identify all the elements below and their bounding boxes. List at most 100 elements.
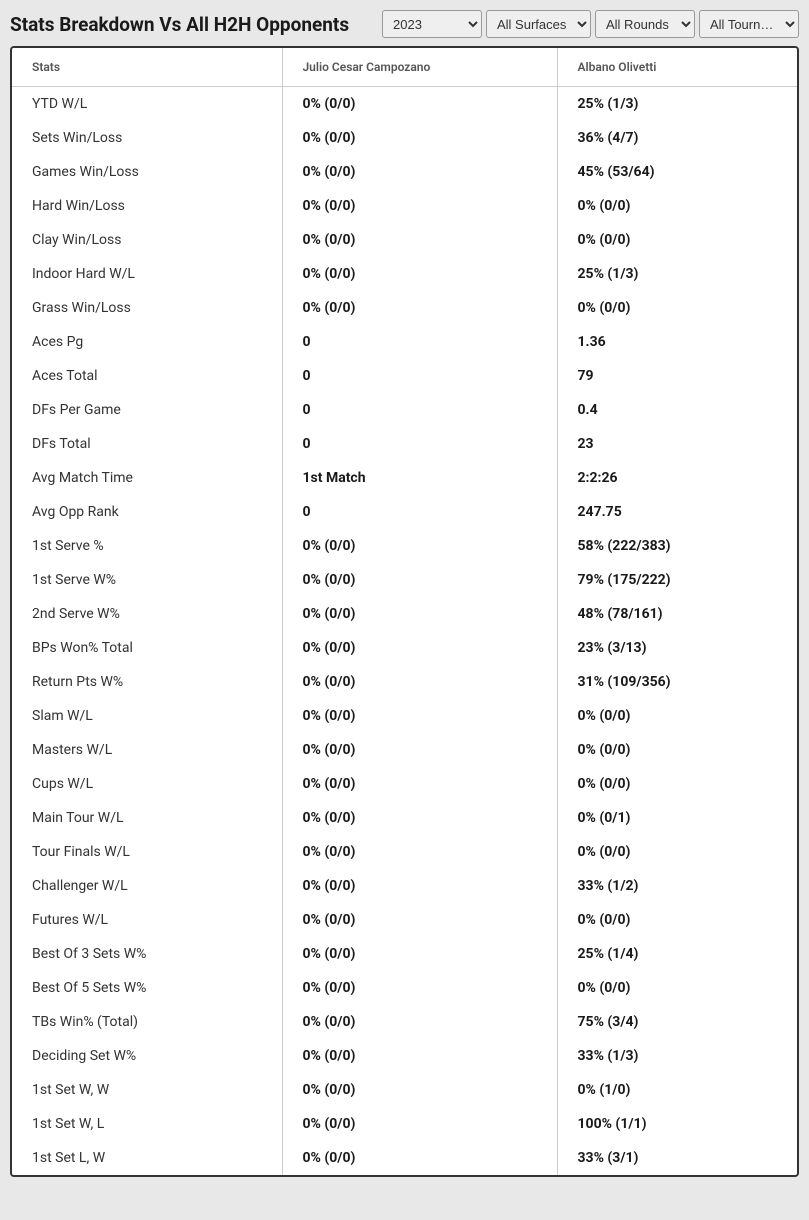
- stat-label: 2nd Serve W%: [12, 597, 282, 631]
- stat-value: 25% (1/3): [557, 257, 797, 291]
- stat-value: 0% (0/0): [282, 835, 557, 869]
- stat-value: 0% (0/0): [282, 223, 557, 257]
- stat-value: 0% (1/0): [557, 1073, 797, 1107]
- stat-value: 0% (0/0): [282, 291, 557, 325]
- stat-value: 0% (0/0): [282, 1039, 557, 1073]
- table-row: Grass Win/Loss0% (0/0)0% (0/0): [12, 291, 797, 325]
- stat-label: Slam W/L: [12, 699, 282, 733]
- stat-value: 79% (175/222): [557, 563, 797, 597]
- stat-label: Aces Total: [12, 359, 282, 393]
- stat-value: 0% (0/0): [282, 597, 557, 631]
- tournament-select[interactable]: All Tourn…: [699, 10, 799, 38]
- stat-label: 1st Set W, W: [12, 1073, 282, 1107]
- stat-label: DFs Total: [12, 427, 282, 461]
- stat-value: 31% (109/356): [557, 665, 797, 699]
- col-header-player2: Albano Olivetti: [557, 48, 797, 87]
- stat-value: 0% (0/0): [282, 1073, 557, 1107]
- stat-label: YTD W/L: [12, 87, 282, 122]
- stat-value: 0% (0/0): [282, 1107, 557, 1141]
- stat-value: 0% (0/0): [282, 733, 557, 767]
- table-row: Cups W/L0% (0/0)0% (0/0): [12, 767, 797, 801]
- stat-value: 0% (0/1): [557, 801, 797, 835]
- stat-value: 48% (78/161): [557, 597, 797, 631]
- page-title: Stats Breakdown Vs All H2H Opponents: [10, 13, 349, 36]
- table-row: Best Of 3 Sets W%0% (0/0)25% (1/4): [12, 937, 797, 971]
- stat-value: 0% (0/0): [282, 563, 557, 597]
- stat-label: Main Tour W/L: [12, 801, 282, 835]
- col-header-player1: Julio Cesar Campozano: [282, 48, 557, 87]
- table-row: 1st Serve %0% (0/0)58% (222/383): [12, 529, 797, 563]
- year-select[interactable]: 2023: [382, 10, 482, 38]
- table-row: 1st Set L, W0% (0/0)33% (3/1): [12, 1141, 797, 1175]
- stat-label: Futures W/L: [12, 903, 282, 937]
- table-row: Avg Match Time1st Match2:2:26: [12, 461, 797, 495]
- stat-label: Clay Win/Loss: [12, 223, 282, 257]
- stats-table: Stats Julio Cesar Campozano Albano Olive…: [12, 48, 797, 1175]
- surface-select[interactable]: All Surfaces: [486, 10, 591, 38]
- table-row: DFs Total023: [12, 427, 797, 461]
- table-row: YTD W/L0% (0/0)25% (1/3): [12, 87, 797, 122]
- table-header-row: Stats Julio Cesar Campozano Albano Olive…: [12, 48, 797, 87]
- stat-value: 0% (0/0): [282, 903, 557, 937]
- stat-label: Games Win/Loss: [12, 155, 282, 189]
- table-row: Aces Pg01.36: [12, 325, 797, 359]
- col-header-stats: Stats: [12, 48, 282, 87]
- table-row: 1st Set W, L0% (0/0)100% (1/1): [12, 1107, 797, 1141]
- table-row: 1st Serve W%0% (0/0)79% (175/222): [12, 563, 797, 597]
- round-select[interactable]: All Rounds: [595, 10, 695, 38]
- stat-value: 0% (0/0): [557, 835, 797, 869]
- stat-value: 0% (0/0): [557, 903, 797, 937]
- stat-value: 33% (1/3): [557, 1039, 797, 1073]
- stat-label: 1st Serve %: [12, 529, 282, 563]
- stat-label: Sets Win/Loss: [12, 121, 282, 155]
- stat-label: 1st Set L, W: [12, 1141, 282, 1175]
- table-row: Tour Finals W/L0% (0/0)0% (0/0): [12, 835, 797, 869]
- stat-value: 0% (0/0): [557, 733, 797, 767]
- table-row: Sets Win/Loss0% (0/0)36% (4/7): [12, 121, 797, 155]
- stat-value: 0% (0/0): [557, 699, 797, 733]
- stat-value: 0% (0/0): [282, 155, 557, 189]
- stat-value: 0% (0/0): [557, 291, 797, 325]
- table-row: Avg Opp Rank0247.75: [12, 495, 797, 529]
- stat-label: Return Pts W%: [12, 665, 282, 699]
- stat-label: BPs Won% Total: [12, 631, 282, 665]
- stat-value: 1.36: [557, 325, 797, 359]
- stat-value: 0% (0/0): [282, 121, 557, 155]
- filter-group: 2023 All Surfaces All Rounds All Tourn…: [382, 10, 799, 38]
- stat-value: 33% (1/2): [557, 869, 797, 903]
- table-row: Challenger W/L0% (0/0)33% (1/2): [12, 869, 797, 903]
- table-row: Return Pts W%0% (0/0)31% (109/356): [12, 665, 797, 699]
- stat-label: Avg Opp Rank: [12, 495, 282, 529]
- table-row: 2nd Serve W%0% (0/0)48% (78/161): [12, 597, 797, 631]
- stat-value: 0% (0/0): [282, 665, 557, 699]
- table-row: Futures W/L0% (0/0)0% (0/0): [12, 903, 797, 937]
- table-row: Hard Win/Loss0% (0/0)0% (0/0): [12, 189, 797, 223]
- stat-value: 0% (0/0): [282, 869, 557, 903]
- stat-value: 0% (0/0): [282, 699, 557, 733]
- stat-value: 1st Match: [282, 461, 557, 495]
- stat-value: 75% (3/4): [557, 1005, 797, 1039]
- stat-value: 0: [282, 325, 557, 359]
- stat-value: 0% (0/0): [557, 971, 797, 1005]
- stat-label: 1st Set W, L: [12, 1107, 282, 1141]
- stat-label: Aces Pg: [12, 325, 282, 359]
- stat-label: 1st Serve W%: [12, 563, 282, 597]
- stat-value: 0% (0/0): [282, 937, 557, 971]
- table-row: Aces Total079: [12, 359, 797, 393]
- stat-label: Indoor Hard W/L: [12, 257, 282, 291]
- stat-value: 0% (0/0): [282, 631, 557, 665]
- table-row: DFs Per Game00.4: [12, 393, 797, 427]
- stat-value: 2:2:26: [557, 461, 797, 495]
- stat-label: Challenger W/L: [12, 869, 282, 903]
- table-row: Slam W/L0% (0/0)0% (0/0): [12, 699, 797, 733]
- stat-value: 45% (53/64): [557, 155, 797, 189]
- stat-value: 0% (0/0): [557, 189, 797, 223]
- stat-label: DFs Per Game: [12, 393, 282, 427]
- stat-value: 0: [282, 393, 557, 427]
- stat-value: 0% (0/0): [282, 767, 557, 801]
- stats-table-container: Stats Julio Cesar Campozano Albano Olive…: [10, 46, 799, 1177]
- stat-value: 0% (0/0): [282, 801, 557, 835]
- stat-value: 0% (0/0): [282, 529, 557, 563]
- stat-value: 0: [282, 359, 557, 393]
- stat-label: Deciding Set W%: [12, 1039, 282, 1073]
